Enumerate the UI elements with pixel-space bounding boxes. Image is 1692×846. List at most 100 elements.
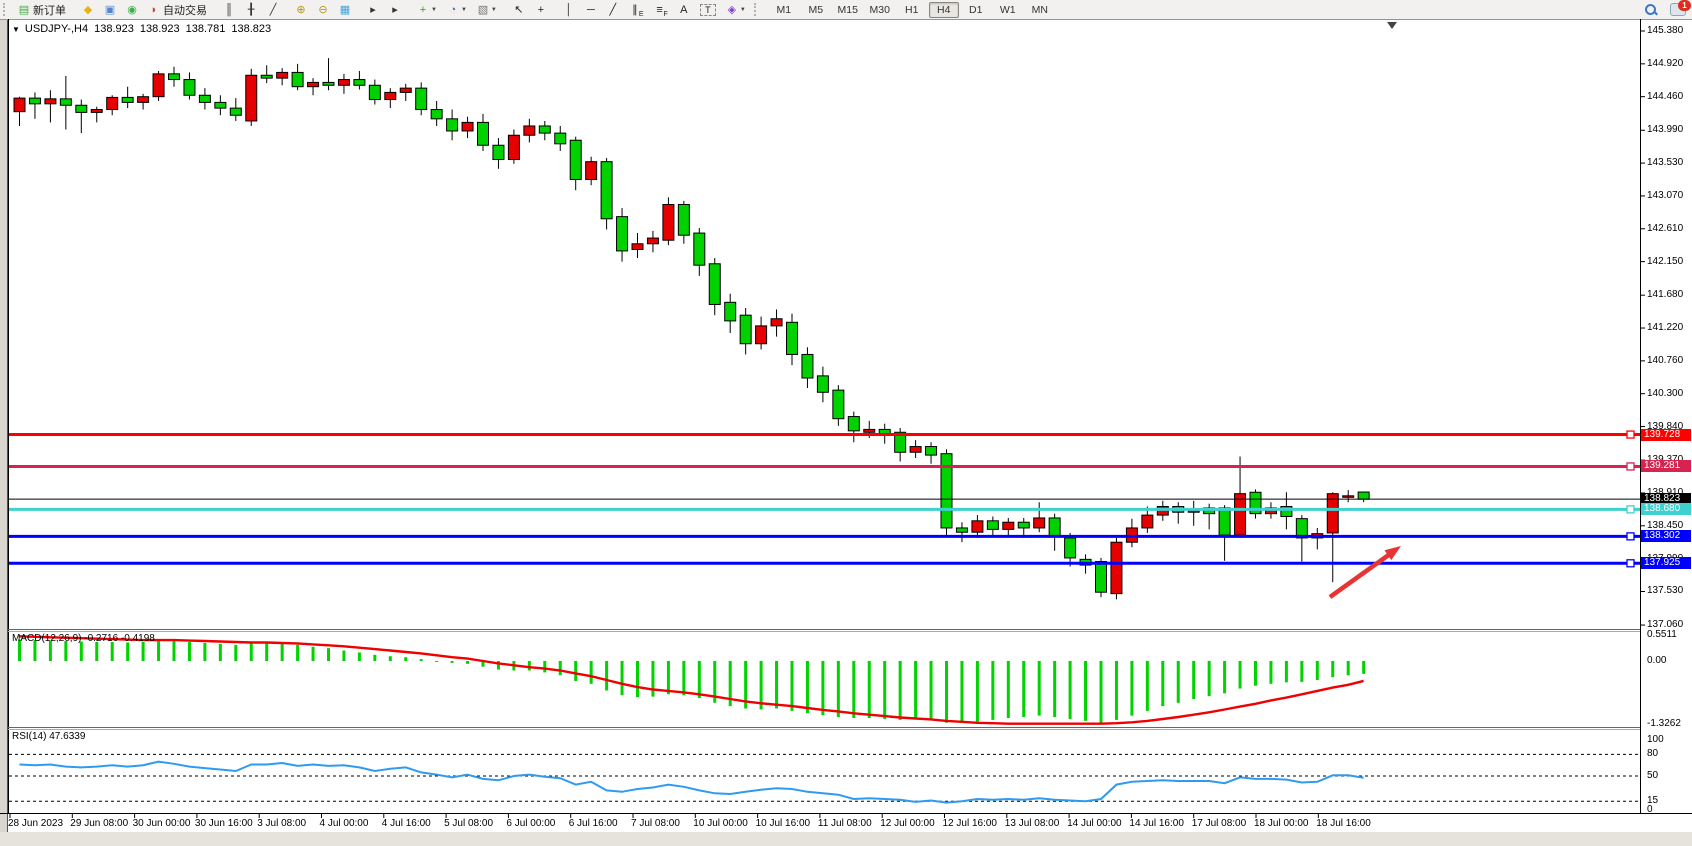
timeframe-mn[interactable]: MN [1031,3,1048,16]
new-order-button[interactable]: ▤ 新订单 [14,1,70,19]
macd-bar [249,642,253,661]
chart-shift-button[interactable]: ▸ [385,1,405,19]
macd-bar [1284,661,1288,683]
toolbar-grip[interactable] [753,3,761,16]
red-arrow-head[interactable] [1384,546,1402,561]
price-axis-label: 142.150 [1647,255,1684,267]
profile-button[interactable]: ▣ [100,1,120,19]
time-axis-label: 18 Jul 16:00 [1316,818,1371,829]
price-line-label: 138.302 [1641,530,1691,543]
vertical-line-icon: │ [565,3,573,16]
price-axis-label: 0.5511 [1647,628,1677,640]
new-order-icon: ▤ [18,3,30,16]
auto-trading-button[interactable]: ◗ 自动交易 [144,1,211,19]
timeframe-m15[interactable]: M15 [837,3,858,16]
chart-wizard-button[interactable]: ◆ [78,1,98,19]
red-arrow-line[interactable] [1328,552,1392,599]
candle-body [755,325,768,345]
line-handle[interactable] [1626,532,1635,541]
macd-bar [404,657,408,661]
macd-bar [975,661,979,722]
candle-body [816,375,829,393]
candle-body [291,71,304,88]
auto-scroll-button[interactable]: ▸ [363,1,383,19]
cursor-button[interactable]: ↖ [509,1,529,19]
chart-shift-marker[interactable] [1387,22,1397,29]
bar-chart-button[interactable]: ║ [219,1,239,19]
signals-button[interactable]: ◉ [122,1,142,19]
candle-body [1141,514,1154,529]
timeframe-h4[interactable]: H4 [928,1,959,18]
fibonacci-button[interactable]: ≡ F [650,1,672,19]
timeframe-m5[interactable]: M5 [808,3,824,16]
crosshair-button[interactable]: + [531,1,551,19]
auto-trading-icon: ◗ [150,3,158,16]
label-button[interactable]: T [696,1,720,19]
fibonacci-icon-sub: F [663,10,668,18]
macd-bar [157,641,161,661]
candle-body [492,144,505,161]
timeframe-w1[interactable]: W1 [999,3,1016,16]
indicators-button[interactable]: + ▼ [413,1,441,19]
timeframe-d1[interactable]: D1 [969,3,983,16]
line-handle[interactable] [1626,430,1635,439]
candle-body [430,109,443,120]
candle-body [245,74,258,122]
candle-body [276,71,289,79]
price-axis-label: 80 [1647,748,1659,760]
candlestick-chart-button[interactable]: ╂ [241,1,261,19]
timeframe-m30[interactable]: M30 [869,3,890,16]
arrows-button[interactable]: ◈ ▼ [722,1,750,19]
line-handle[interactable] [1626,559,1635,568]
candle-body [399,87,412,93]
time-axis-label: 6 Jul 16:00 [568,818,618,829]
candle-body [1264,507,1277,515]
macd-bar [187,642,191,661]
price-axis-label: 15 [1647,795,1659,807]
time-axis-label: 30 Jun 00:00 [132,818,191,829]
time-axis-label: 17 Jul 08:00 [1191,818,1247,829]
timeframe-h1[interactable]: H1 [905,3,919,16]
horizontal-line-button[interactable]: ─ [581,1,601,19]
candle-body [569,139,582,181]
collapse-ohlc-icon[interactable]: ▼ [12,24,20,34]
cursor-icon: ↖ [514,3,524,16]
timeframe-m1[interactable]: M1 [776,3,792,16]
macd-bar [620,661,624,696]
time-axis-label: 6 Jul 00:00 [506,818,556,829]
candle-body [585,161,598,181]
macd-bar [79,641,83,661]
macd-bar [64,641,68,661]
notifications-icon[interactable]: 1 [1670,0,1691,16]
macd-bar [775,661,779,709]
tile-windows-button[interactable]: ▦ [335,1,355,19]
line-chart-button[interactable]: ╱ [263,1,283,19]
macd-bar [1331,661,1335,678]
candle-body [1280,506,1293,518]
macd-bar [435,661,439,662]
macd-bar [280,643,284,661]
periods-button[interactable]: ◔ ▼ [443,1,471,19]
candle-body [1295,518,1308,539]
trendline-button[interactable]: ╱ [603,1,623,19]
line-handle[interactable] [1626,505,1635,514]
zoom-in-button[interactable]: ⊕ [291,1,311,19]
toolbar-grip[interactable] [3,3,10,16]
candle-body [75,104,88,113]
candle-body [260,74,273,79]
macd-bar [1207,661,1211,697]
candle-body [1172,506,1185,513]
vertical-line-button[interactable]: │ [559,1,579,19]
zoom-out-button[interactable]: ⊖ [313,1,333,19]
macd-bar [496,661,500,670]
channel-button[interactable]: ∥ E [625,1,648,19]
line-handle[interactable] [1626,462,1635,471]
search-icon[interactable] [1645,4,1658,16]
macd-bar [373,654,377,661]
templates-button[interactable]: ▧ ▼ [473,1,501,19]
macd-bar [759,661,763,710]
text-button[interactable]: A [674,1,694,19]
candle-body [44,98,57,105]
macd-bar [1130,661,1134,716]
bar-chart-icon: ║ [225,3,233,16]
